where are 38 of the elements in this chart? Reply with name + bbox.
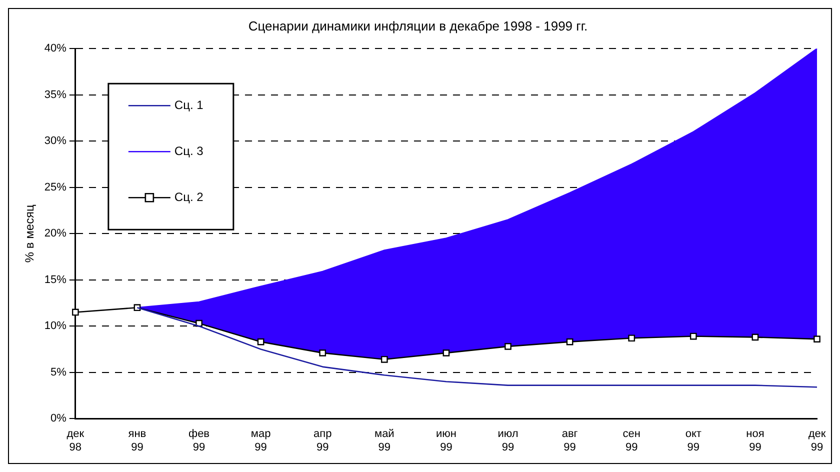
y-tick-label: 25% [44, 181, 67, 194]
point [380, 356, 388, 363]
x-tick-label: ноя 99 [746, 428, 764, 454]
point [257, 338, 264, 346]
chart-title: Сценарии динамики инфляции в декабре 1998 - 1999 гг. [248, 18, 588, 34]
y-tick-label: 5% [50, 366, 67, 378]
point [319, 349, 326, 356]
x-tick-label: янв 99 [128, 428, 146, 454]
x-tick-label: июл 99 [498, 428, 518, 454]
y-tick-label: 20% [44, 228, 67, 240]
y-tick-label: 10% [44, 320, 67, 332]
x-tick-label: июн 99 [436, 428, 456, 454]
x-tick-label: апр 99 [314, 428, 332, 454]
point [628, 334, 636, 342]
point [814, 336, 820, 342]
point [690, 332, 697, 340]
point [752, 334, 759, 341]
x-tick-label: дек 98 [66, 428, 84, 454]
x-tick-label: май 99 [374, 428, 394, 454]
y-tick-label: 15% [44, 274, 67, 286]
y-tick-label: 0% [50, 412, 67, 425]
legend-label: Сц. 3 [174, 144, 204, 158]
y-tick-label: 30% [44, 135, 67, 148]
point [72, 308, 79, 316]
point [442, 349, 450, 356]
x-tick-label: фев 99 [188, 428, 210, 454]
x-tick-label: сен 99 [622, 428, 640, 454]
legend-label: Сц. 1 [174, 98, 204, 112]
y-tick-label: 40% [44, 42, 67, 55]
x-tick-label: дек 99 [808, 428, 826, 454]
x-tick-label: авг 99 [562, 428, 578, 454]
x-tick-label: мар 99 [250, 428, 271, 454]
y-tick-label: 35% [44, 88, 67, 101]
y-axis-title: % в месяц [22, 204, 37, 263]
legend-label: Сц. 2 [174, 190, 204, 204]
x-tick-label: окт 99 [685, 428, 702, 454]
point [566, 338, 574, 346]
point [504, 343, 512, 350]
